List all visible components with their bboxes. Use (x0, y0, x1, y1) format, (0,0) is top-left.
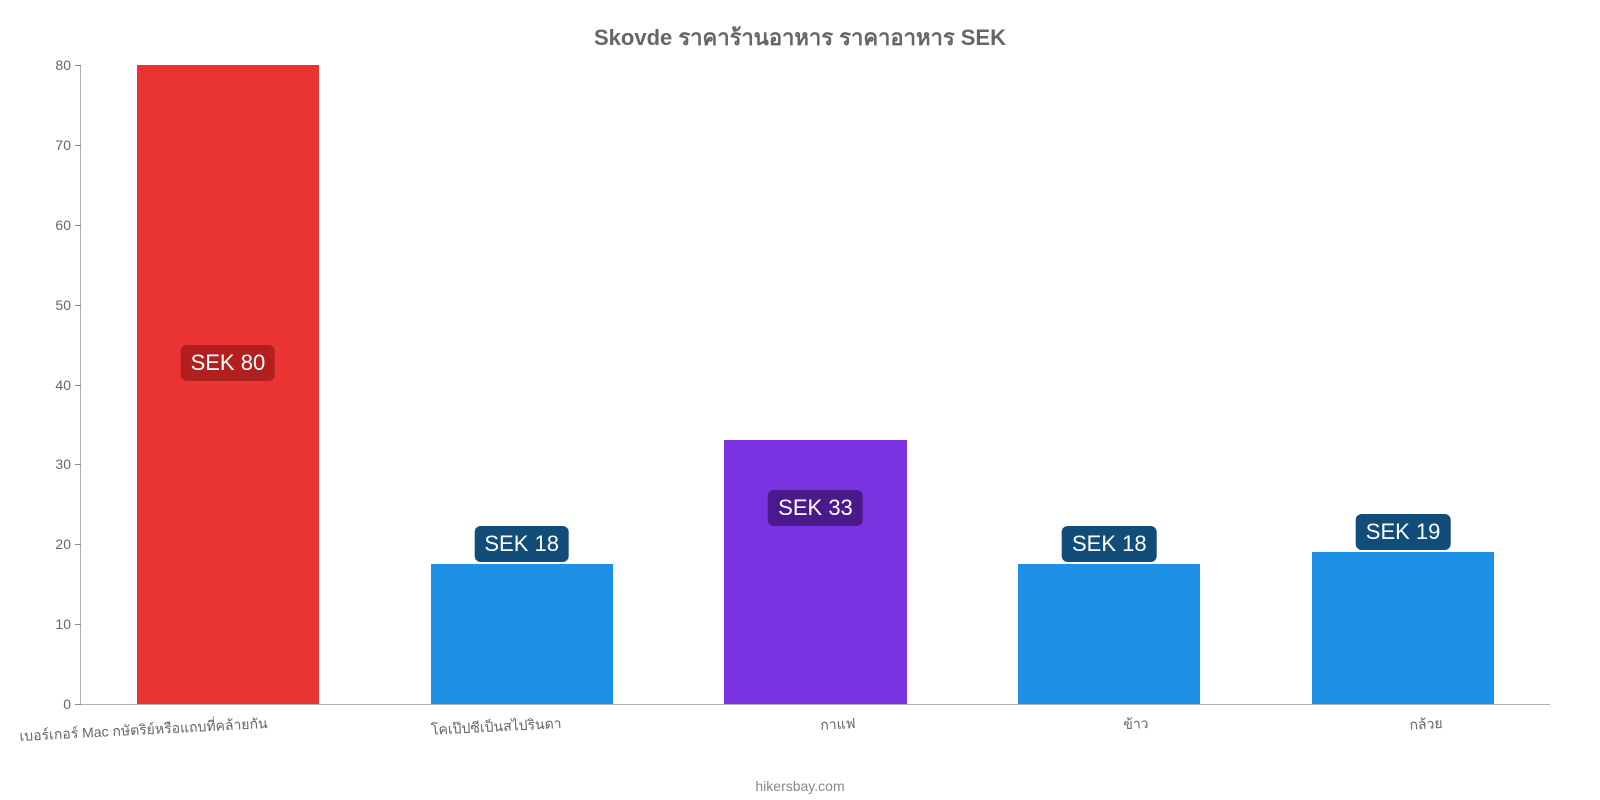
bar: SEK 18 (431, 564, 613, 704)
bar: SEK 33 (724, 440, 906, 704)
y-tick (75, 305, 81, 306)
bar: SEK 80 (137, 65, 319, 704)
x-tick-label: ข้าว (1123, 713, 1149, 736)
x-tick-label: กาแฟ (819, 713, 855, 737)
bar-value-badge: SEK 18 (1062, 526, 1157, 562)
y-tick (75, 544, 81, 545)
y-tick-label: 10 (55, 616, 71, 632)
bar-value-badge: SEK 18 (474, 526, 569, 562)
y-tick (75, 385, 81, 386)
y-tick-label: 50 (55, 297, 71, 313)
y-tick-label: 0 (63, 696, 71, 712)
y-tick-label: 60 (55, 217, 71, 233)
x-axis-labels: เบอร์เกอร์ Mac กษัตริย์หรือแถบที่คล้ายกั… (80, 705, 1550, 765)
y-tick-label: 40 (55, 377, 71, 393)
y-tick (75, 145, 81, 146)
bar-value-badge: SEK 33 (768, 490, 863, 526)
x-tick-label: โคเป๊ปซีเป็นสไปรินดา (430, 713, 562, 742)
y-tick-label: 20 (55, 536, 71, 552)
price-bar-chart: Skovde ราคาร้านอาหาร ราคาอาหาร SEK 0 10 20… (0, 0, 1600, 800)
plot-area: 01020304050607080SEK 80SEK 18SEK 33SEK 1… (80, 65, 1550, 705)
bar: SEK 19 (1312, 552, 1494, 704)
y-tick (75, 225, 81, 226)
y-tick (75, 624, 81, 625)
x-tick-label: เบอร์เกอร์ Mac กษัตริย์หรือแถบที่คล้ายกั… (19, 713, 268, 748)
y-tick (75, 464, 81, 465)
bar: SEK 18 (1018, 564, 1200, 704)
bar-value-badge: SEK 19 (1356, 514, 1451, 550)
x-tick-label: กล้วย (1409, 713, 1443, 737)
bar-value-badge: SEK 80 (181, 345, 276, 381)
chart-title: Skovde ราคาร้านอาหาร ราคาอาหาร SEK (30, 20, 1570, 55)
y-tick-label: 70 (55, 137, 71, 153)
y-tick-label: 80 (55, 57, 71, 73)
attribution-text: hikersbay.com (0, 778, 1600, 794)
y-tick (75, 65, 81, 66)
y-tick-label: 30 (55, 456, 71, 472)
